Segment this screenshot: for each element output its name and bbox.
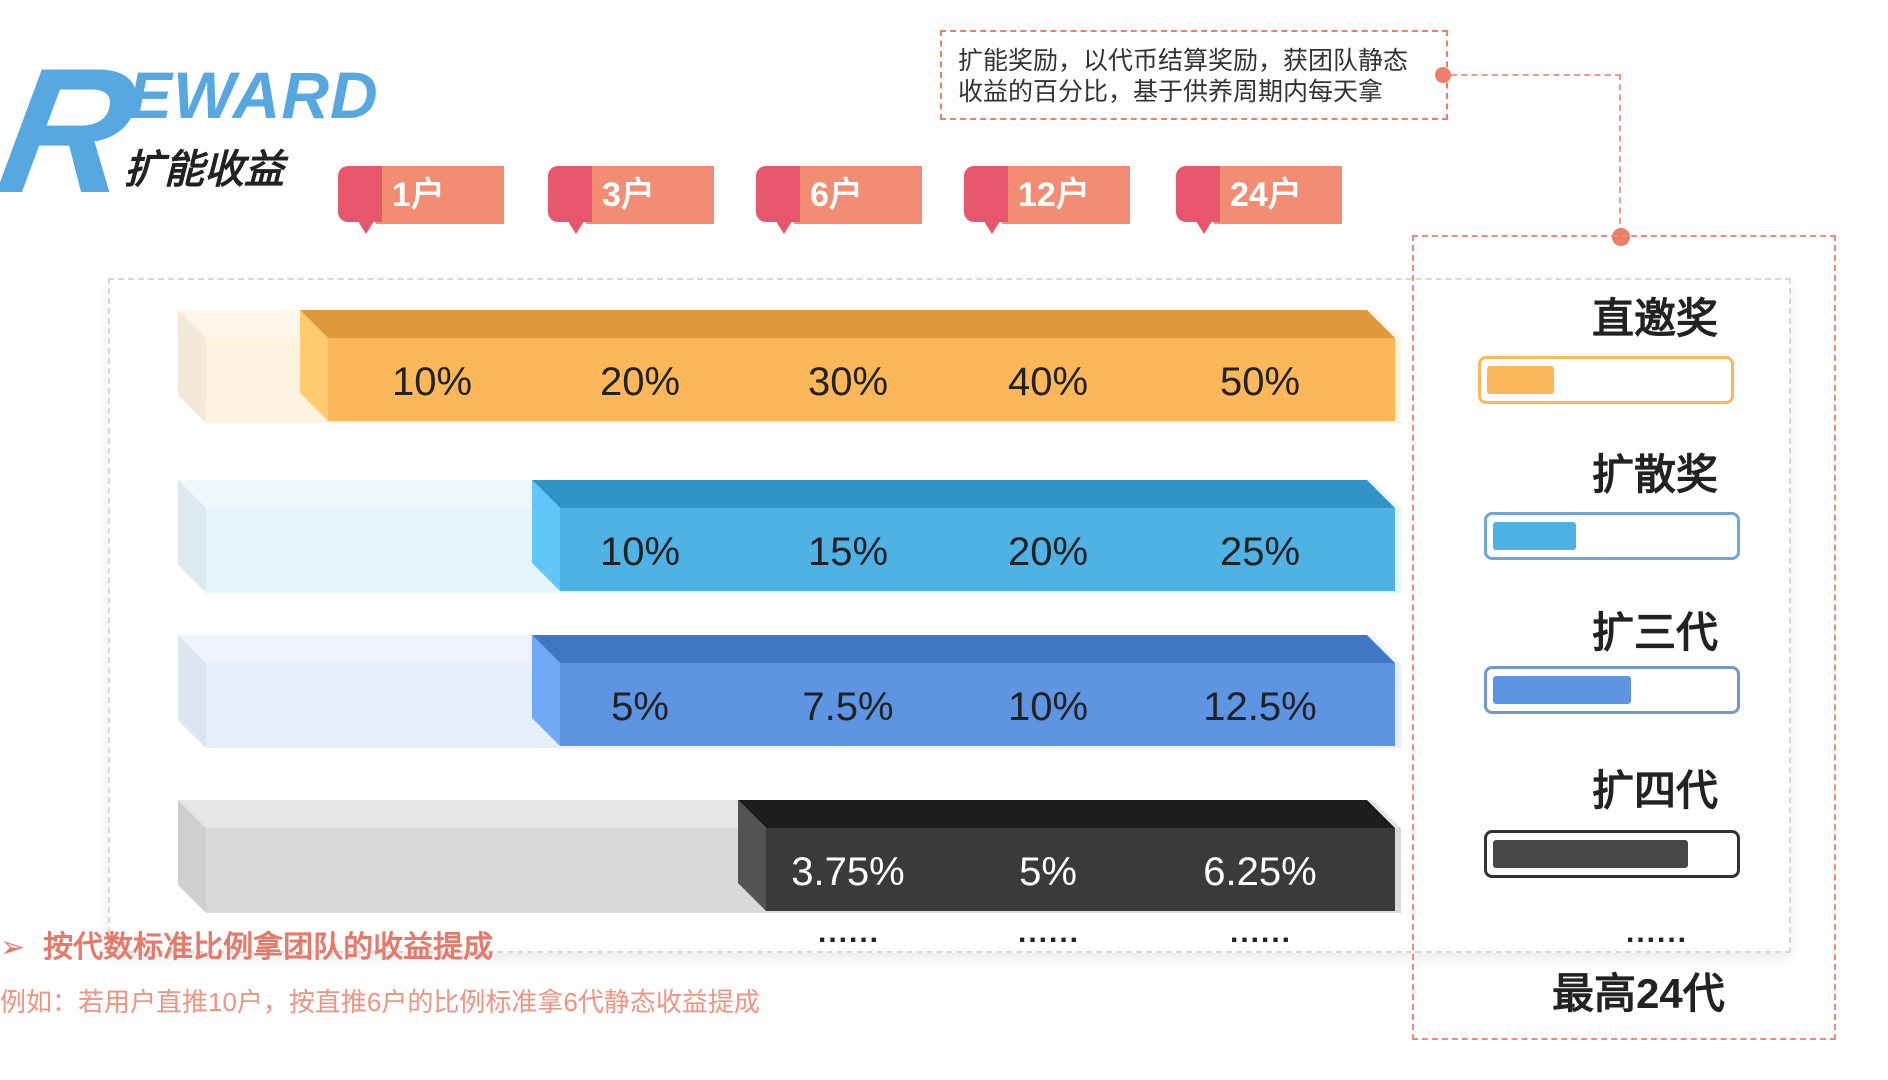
rate-value: 5%	[611, 685, 669, 729]
legend-label: 扩四代	[1591, 767, 1718, 814]
legend-bar-fill	[1493, 522, 1576, 550]
legend-box	[1412, 235, 1836, 1040]
column-ellipsis: ......	[1018, 916, 1081, 949]
tag-pointer-icon	[1194, 218, 1214, 234]
callout-line-1: 扩能奖励，以代币结算奖励，获团队静态	[958, 47, 1409, 75]
rate-value: 5%	[1019, 850, 1077, 894]
bar-fill-side	[532, 635, 560, 746]
tag-pointer-icon	[566, 218, 586, 234]
column-ellipsis: ......	[818, 916, 881, 949]
legend-bar	[1478, 356, 1734, 404]
callout-line-2: 收益的百分比，基于供养周期内每天拿	[958, 78, 1384, 106]
bar-fill	[560, 508, 1395, 591]
tag-pointer-icon	[982, 218, 1002, 234]
logo-word: EWARD	[128, 58, 379, 132]
bar-fill-side	[738, 800, 766, 911]
legend-bar	[1484, 512, 1740, 560]
tag-flag-icon	[548, 166, 592, 222]
logo-letter: R	[0, 31, 147, 230]
rate-value: 40%	[1007, 360, 1089, 404]
bar-fill	[766, 828, 1395, 911]
tag-flag-icon	[756, 166, 800, 222]
household-tag: 24户	[1176, 166, 1346, 234]
arrow-icon: ➢	[0, 931, 26, 964]
rate-value: 12.5%	[1203, 685, 1317, 729]
household-tag: 3户	[548, 166, 718, 234]
bar-fill	[328, 338, 1395, 421]
legend-bar	[1484, 830, 1740, 878]
rate-value: 20%	[599, 360, 681, 404]
tag-pointer-icon	[356, 218, 376, 234]
bar-fill-top	[532, 635, 1395, 663]
household-tag-label: 6户	[794, 166, 922, 224]
rates-panel	[108, 278, 1791, 953]
household-tag-label: 12户	[1002, 166, 1130, 224]
rate-value: 3.75%	[791, 850, 905, 894]
legend-bar	[1484, 666, 1740, 714]
rate-value: 30%	[807, 360, 889, 404]
column-ellipsis: ......	[1230, 916, 1293, 949]
callout-connector-line	[1451, 74, 1621, 234]
rate-value: 6.25%	[1203, 850, 1317, 894]
bar-track-side	[178, 800, 206, 913]
bar-fill-side	[300, 310, 328, 421]
rate-value: 20%	[1007, 530, 1089, 574]
legend-bar-fill	[1487, 366, 1554, 394]
legend-label: 扩散奖	[1591, 451, 1718, 498]
rate-bar-row	[178, 800, 1401, 913]
rate-value: 50%	[1219, 360, 1301, 404]
legend-label: 扩三代	[1591, 609, 1718, 656]
rate-bar-row	[178, 310, 1401, 423]
household-tag: 6户	[756, 166, 926, 234]
max-generation-label: 最高24代	[1552, 970, 1725, 1017]
rate-value: 7.5%	[802, 685, 894, 729]
bar-track-side	[178, 310, 206, 423]
tag-pointer-icon	[774, 218, 794, 234]
rate-value: 10%	[1007, 685, 1089, 729]
legend-ellipsis: ......	[1626, 916, 1689, 949]
rate-bar-row	[178, 480, 1401, 593]
note-rule: ➢ 按代数标准比例拿团队的收益提成	[0, 930, 493, 966]
rate-value: 15%	[807, 530, 889, 574]
bar-track-side	[178, 635, 206, 748]
tag-flag-icon	[338, 166, 382, 222]
rate-value: 10%	[391, 360, 473, 404]
tag-flag-icon	[1176, 166, 1220, 222]
callout-connector-dot	[1435, 67, 1451, 83]
legend-label: 直邀奖	[1591, 295, 1718, 342]
household-tag: 1户	[338, 166, 508, 234]
household-tag: 12户	[964, 166, 1134, 234]
tag-flag-icon	[964, 166, 1008, 222]
callout-connector-end-dot	[1612, 228, 1630, 246]
note-example: 例如：若用户直推10户，按直推6户的比例标准拿6代静态收益提成	[0, 987, 760, 1017]
household-tag-label: 24户	[1214, 166, 1342, 224]
legend-bar-fill	[1493, 676, 1631, 704]
household-tag-label: 3户	[586, 166, 714, 224]
rate-bar-row	[178, 635, 1401, 748]
logo-subtitle: 扩能收益	[124, 148, 284, 192]
note-rule-text: 按代数标准比例拿团队的收益提成	[43, 931, 494, 964]
household-tag-label: 1户	[376, 166, 504, 224]
rate-value: 10%	[599, 530, 681, 574]
description-callout: 扩能奖励，以代币结算奖励，获团队静态 收益的百分比，基于供养周期内每天拿	[940, 30, 1448, 120]
bar-track-side	[178, 480, 206, 593]
rate-value: 25%	[1219, 530, 1301, 574]
bar-fill-top	[300, 310, 1395, 338]
legend-bar-fill	[1493, 840, 1688, 868]
bar-fill	[560, 663, 1395, 746]
bar-fill-top	[738, 800, 1395, 828]
bar-fill-top	[532, 480, 1395, 508]
bar-fill-side	[532, 480, 560, 591]
